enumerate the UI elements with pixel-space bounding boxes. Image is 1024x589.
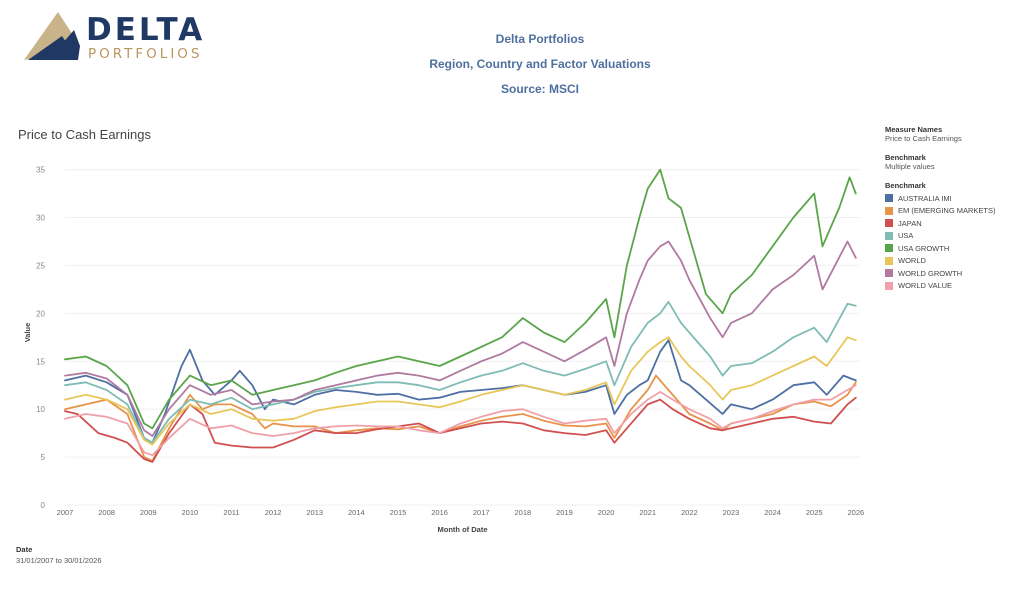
x-tick-label: 2024 [764, 508, 781, 517]
y-tick-label: 15 [36, 357, 45, 366]
y-tick-label: 20 [36, 309, 45, 318]
x-tick-label: 2015 [390, 508, 407, 517]
benchmark-legend-label: Benchmark [885, 181, 926, 190]
series-line-world-value [64, 384, 857, 457]
series-line-world [64, 336, 857, 446]
x-tick-label: 2011 [223, 508, 239, 517]
y-tick-label: 35 [36, 166, 45, 175]
legend-label: WORLD VALUE [898, 281, 953, 291]
x-tick-label: 2014 [348, 508, 365, 517]
x-tick-label: 2022 [681, 508, 698, 517]
x-tick-label: 2018 [515, 508, 532, 517]
x-tick-label: 2010 [182, 508, 199, 517]
legend-items: AUSTRALIA IMI EM (EMERGING MARKETS) JAPAN U… [885, 192, 996, 292]
logo-word-delta: DELTA [86, 12, 206, 48]
delta-logo [22, 10, 197, 65]
x-tick-label: 2007 [57, 508, 74, 517]
legend-swatch [885, 269, 893, 278]
legend-swatch [885, 231, 893, 240]
legend-swatch [885, 219, 893, 228]
benchmark-filter-value[interactable]: Multiple values [885, 162, 935, 171]
x-tick-label: 2013 [306, 508, 323, 517]
legend-label: USA GROWTH [898, 243, 950, 253]
date-filter: Date 31/01/2007 to 30/01/2026 [16, 545, 102, 565]
chart-title: Price to Cash Earnings [18, 127, 151, 142]
legend-swatch [885, 206, 893, 215]
legend-label: EM (EMERGING MARKETS) [898, 206, 996, 216]
series-line-australia-imi [64, 339, 857, 444]
legend-item[interactable]: JAPAN [885, 217, 996, 230]
x-tick-label: 2025 [806, 508, 823, 517]
x-tick-label: 2019 [556, 508, 573, 517]
legend-panel: Measure Names Price to Cash Earnings Ben… [885, 125, 996, 292]
series-line-em-emerging-markets [64, 374, 857, 462]
header-title: Delta Portfolios [495, 32, 585, 46]
legend-label: JAPAN [898, 218, 922, 228]
x-tick-label: 2020 [598, 508, 615, 517]
x-tick-label: 2021 [639, 508, 656, 517]
date-filter-value[interactable]: 31/01/2007 to 30/01/2026 [16, 556, 102, 565]
header-source: Source: MSCI [500, 82, 579, 96]
legend-item[interactable]: WORLD [885, 255, 996, 268]
x-tick-label: 2023 [723, 508, 740, 517]
y-axis-title: Value [23, 323, 32, 343]
header-subtitle: Region, Country and Factor Valuations [429, 57, 651, 71]
y-tick-label: 25 [36, 261, 45, 270]
legend-item[interactable]: WORLD VALUE [885, 280, 996, 293]
legend-label: USA [898, 231, 914, 241]
legend-swatch [885, 244, 893, 253]
x-tick-label: 2009 [140, 508, 157, 517]
series-line-usa [64, 300, 857, 444]
y-tick-label: 0 [41, 501, 46, 510]
legend-item[interactable]: WORLD GROWTH [885, 267, 996, 280]
mountain-logo-icon [24, 12, 80, 60]
series-line-japan [64, 396, 857, 463]
x-tick-label: 2017 [473, 508, 490, 517]
measure-names-label: Measure Names [885, 125, 943, 134]
legend-swatch [885, 256, 893, 265]
legend-swatch [885, 281, 893, 290]
series-line-world-growth [64, 240, 857, 437]
x-tick-label: 2016 [431, 508, 448, 517]
legend-item[interactable]: AUSTRALIA IMI [885, 192, 996, 205]
legend-item[interactable]: USA [885, 230, 996, 243]
y-tick-label: 10 [36, 405, 45, 414]
legend-label: WORLD [898, 256, 926, 266]
y-tick-label: 5 [41, 453, 46, 462]
legend-label: WORLD GROWTH [898, 268, 963, 278]
logo-word-portfolios: PORTFOLIOS [88, 46, 203, 62]
measure-names-value[interactable]: Price to Cash Earnings [885, 134, 962, 143]
date-filter-label: Date [16, 545, 33, 554]
x-tick-label: 2008 [98, 508, 115, 517]
series-line-usa-growth [64, 168, 857, 430]
y-tick-label: 30 [36, 214, 45, 223]
benchmark-filter-label: Benchmark [885, 153, 926, 162]
legend-swatch [885, 194, 893, 203]
x-tick-label: 2012 [265, 508, 282, 517]
legend-item[interactable]: EM (EMERGING MARKETS) [885, 205, 996, 218]
legend-item[interactable]: USA GROWTH [885, 242, 996, 255]
x-tick-label: 2026 [847, 508, 864, 517]
legend-label: AUSTRALIA IMI [898, 193, 952, 203]
x-axis-title: Month of Date [438, 525, 488, 534]
